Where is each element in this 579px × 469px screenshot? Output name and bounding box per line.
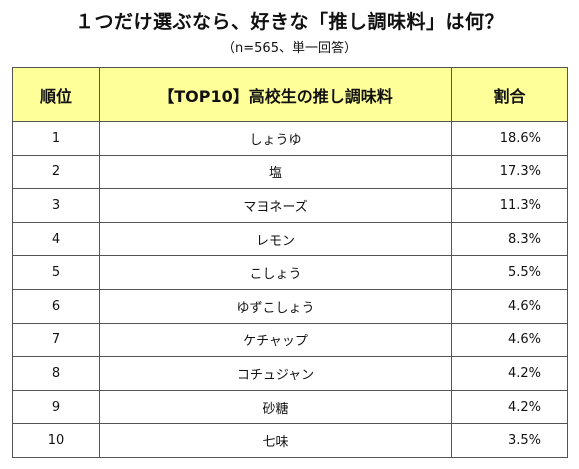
- share-cell: 18.6%: [451, 121, 568, 156]
- seasoning-cell: しょうゆ: [99, 121, 452, 156]
- seasoning-cell: こしょう: [99, 255, 452, 290]
- table-row: 7 ケチャップ 4.6%: [12, 322, 568, 358]
- table-row: 8 コチュジャン 4.2%: [12, 356, 568, 391]
- share-cell: 11.3%: [451, 188, 568, 223]
- rank-cell: 5: [12, 255, 100, 290]
- rank-cell: 1: [12, 121, 100, 156]
- table-row: 6 ゆずこしょう 4.6%: [12, 288, 568, 324]
- table-row: 10 七味 3.5%: [12, 423, 568, 458]
- column-header-seasoning: 【TOP10】高校生の推し調味料: [99, 67, 452, 122]
- share-cell: 17.3%: [451, 154, 568, 190]
- table-row: 5 こしょう 5.5%: [12, 255, 568, 290]
- table-header-row: 順位 【TOP10】高校生の推し調味料 割合: [12, 67, 568, 122]
- share-cell: 4.6%: [451, 322, 568, 358]
- chart-subtitle: （n=565、単一回答）: [222, 41, 357, 56]
- share-cell: 3.5%: [451, 423, 568, 458]
- ranking-table: 順位 【TOP10】高校生の推し調味料 割合 1 しょうゆ 18.6% 2 塩 17.3%…: [12, 67, 568, 458]
- table-row: 1 しょうゆ 18.6%: [12, 121, 568, 156]
- share-cell: 4.2%: [451, 356, 568, 391]
- table-row: 9 砂糖 4.2%: [12, 389, 568, 425]
- share-cell: 4.6%: [451, 288, 568, 324]
- seasoning-cell: マヨネーズ: [99, 188, 452, 223]
- rank-cell: 9: [12, 389, 100, 425]
- rank-cell: 10: [12, 423, 100, 458]
- rank-cell: 3: [12, 188, 100, 223]
- share-cell: 4.2%: [451, 389, 568, 425]
- rank-cell: 7: [12, 322, 100, 358]
- seasoning-cell: 七味: [99, 423, 452, 458]
- column-header-rank: 順位: [12, 67, 100, 122]
- share-cell: 8.3%: [451, 221, 568, 257]
- chart-title: １つだけ選ぶなら、好きな「推し調味料」は何？: [74, 11, 504, 33]
- table-row: 3 マヨネーズ 11.3%: [12, 188, 568, 223]
- rank-cell: 8: [12, 356, 100, 391]
- table-row: 4 レモン 8.3%: [12, 221, 568, 257]
- rank-cell: 6: [12, 288, 100, 324]
- seasoning-cell: ゆずこしょう: [99, 288, 452, 324]
- column-header-share: 割合: [451, 67, 568, 122]
- seasoning-cell: 塩: [99, 154, 452, 190]
- rank-cell: 2: [12, 154, 100, 190]
- table-body: 1 しょうゆ 18.6% 2 塩 17.3% 3 マヨネーズ 11.3% 4 レモン 8.3% 5 こしょ…: [12, 121, 568, 458]
- share-cell: 5.5%: [451, 255, 568, 290]
- seasoning-cell: レモン: [99, 221, 452, 257]
- seasoning-cell: コチュジャン: [99, 356, 452, 391]
- seasoning-cell: ケチャップ: [99, 322, 452, 358]
- table-row: 2 塩 17.3%: [12, 154, 568, 190]
- seasoning-cell: 砂糖: [99, 389, 452, 425]
- rank-cell: 4: [12, 221, 100, 257]
